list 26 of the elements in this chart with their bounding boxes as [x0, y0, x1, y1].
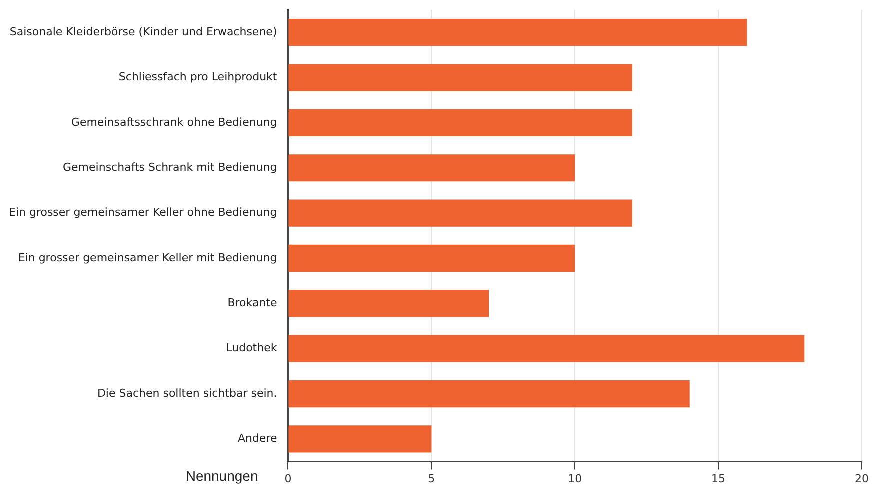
y-tick-label: Saisonale Kleiderbörse (Kinder und Erwachsene)	[10, 25, 278, 38]
bar	[288, 19, 748, 46]
y-tick-label: Ein grosser gemeinsamer Keller ohne Bedienung	[8, 206, 278, 220]
bar	[288, 64, 632, 92]
y-tick-label: Schliessfach pro Leihprodukt	[118, 70, 278, 84]
y-tick-label: Brokante	[228, 296, 278, 310]
bar	[288, 335, 805, 362]
bar	[288, 109, 632, 137]
y-tick-label: Andere	[238, 432, 278, 446]
x-axis-title: Nennungen	[186, 468, 258, 484]
bar	[288, 244, 576, 272]
x-tick-label: 10	[568, 472, 582, 486]
x-tick-label: 15	[712, 472, 726, 486]
y-tick-label: Ludothek	[226, 342, 278, 355]
y-tick-label: Gemeinschafts Schrank mit Bedienung	[63, 160, 278, 174]
x-tick-label: 0	[284, 472, 292, 486]
x-tick-label: 20	[855, 472, 869, 486]
x-tick-label: 5	[428, 472, 436, 486]
bar	[288, 426, 432, 453]
y-tick-label: Die Sachen sollten sichtbar sein.	[97, 386, 278, 400]
bar	[288, 380, 690, 408]
bar	[288, 154, 576, 182]
bar	[288, 290, 490, 318]
bar	[288, 200, 632, 227]
y-tick-label: Gemeinsaftsschrank ohne Bedienung	[71, 116, 278, 129]
y-tick-label: Ein grosser gemeinsamer Keller mit Bedienung	[18, 251, 278, 264]
